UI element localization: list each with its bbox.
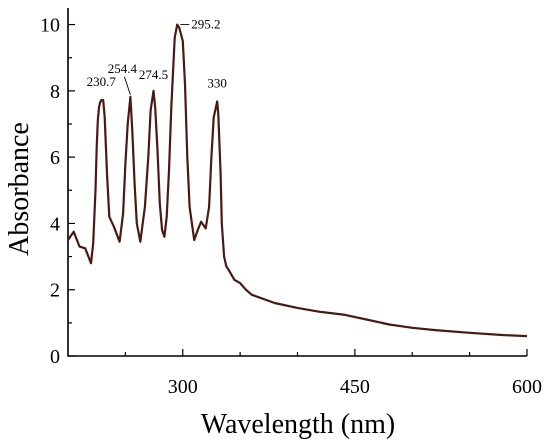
peak-label: 254.4 [108,61,138,76]
x-tick-label: 450 [340,376,370,398]
y-tick-label: 2 [50,280,60,302]
y-tick-label: 6 [50,147,60,169]
y-axis-title: Absorbance [4,122,35,256]
y-tick-label: 4 [50,213,60,235]
peak-label: 330 [207,75,227,90]
x-tick-label: 600 [512,376,542,398]
y-tick-label: 10 [40,15,60,37]
x-axis-title: Wavelength (nm) [201,409,395,440]
peak-leader-line [123,76,131,95]
peak-label: 274.5 [139,67,168,82]
peak-label: 230.7 [87,74,117,89]
absorbance-series-line [67,23,528,338]
y-tick-label: 0 [50,346,60,368]
peak-label: 295.2 [191,17,220,32]
y-tick-label: 8 [50,81,60,103]
x-tick-label: 300 [168,376,198,398]
